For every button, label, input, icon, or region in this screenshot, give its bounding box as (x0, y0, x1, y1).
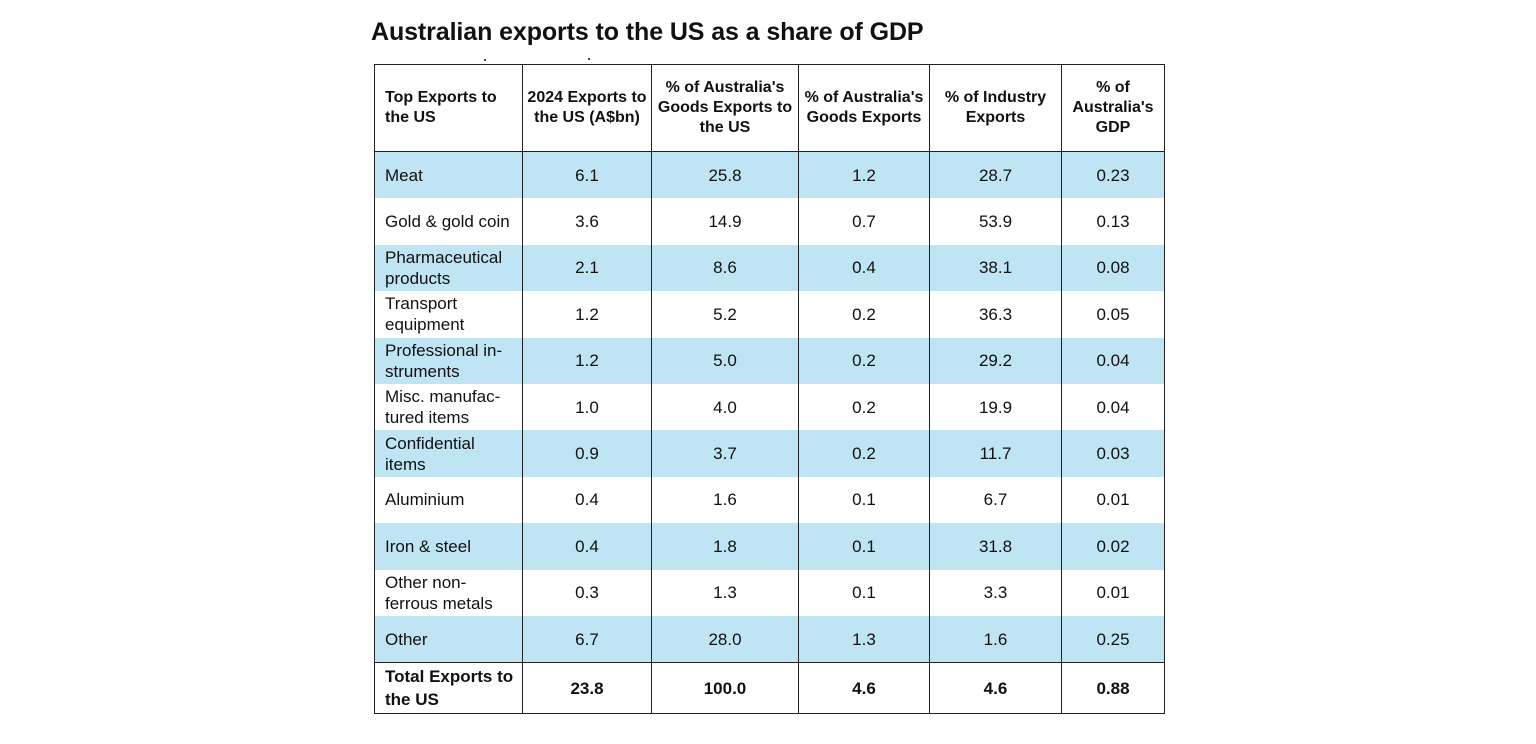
value-cell: 19.9 (929, 383, 1062, 431)
value-cell: 1.2 (522, 291, 652, 338)
table-row: Meat 6.1 25.8 1.2 28.7 0.23 (374, 151, 1165, 199)
value-cell: 0.4 (798, 244, 930, 292)
exports-table: Top Exports to the US 2024 Exports to th… (374, 64, 1165, 715)
header-cell: % of Industry Exports (929, 64, 1062, 152)
value-cell: 1.6 (651, 476, 799, 524)
value-cell: 0.7 (798, 198, 930, 245)
value-cell: 0.01 (1061, 476, 1165, 524)
value-cell: 4.0 (651, 383, 799, 431)
header-cell: Top Exports to the US (374, 64, 523, 152)
total-cell: 4.6 (929, 662, 1062, 715)
row-label-cell: Meat (374, 151, 523, 199)
value-cell: 3.6 (522, 198, 652, 245)
value-cell: 8.6 (651, 244, 799, 292)
value-cell: 1.2 (522, 337, 652, 384)
value-cell: 3.3 (929, 569, 1062, 616)
value-cell: 53.9 (929, 198, 1062, 245)
total-cell: 100.0 (651, 662, 799, 715)
value-cell: 0.2 (798, 383, 930, 431)
total-cell: 23.8 (522, 662, 652, 715)
value-cell: 0.01 (1061, 569, 1165, 616)
value-cell: 6.7 (522, 615, 652, 663)
value-cell: 0.1 (798, 569, 930, 616)
row-label-cell: Misc. manufac-tured items (374, 383, 523, 431)
value-cell: 0.03 (1061, 430, 1165, 477)
value-cell: 0.23 (1061, 151, 1165, 199)
header-cell: % of Australia's Goods Exports (798, 64, 930, 152)
table-row: Pharmaceutical products 2.1 8.6 0.4 38.1 0.08 (374, 244, 1165, 292)
value-cell: 25.8 (651, 151, 799, 199)
value-cell: 0.3 (522, 569, 652, 616)
total-row: Total Exports to the US 23.8 100.0 4.6 4… (374, 662, 1165, 715)
value-cell: 0.9 (522, 430, 652, 477)
value-cell: 5.0 (651, 337, 799, 384)
value-cell: 28.0 (651, 615, 799, 663)
value-cell: 38.1 (929, 244, 1062, 292)
row-label-cell: Other non-ferrous metals (374, 569, 523, 616)
row-label-cell: Pharmaceutical products (374, 244, 523, 292)
value-cell: 1.3 (651, 569, 799, 616)
value-cell: 0.02 (1061, 523, 1165, 570)
value-cell: 2.1 (522, 244, 652, 292)
header-row: Top Exports to the US 2024 Exports to th… (374, 64, 1165, 152)
row-label-cell: Transport equipment (374, 291, 523, 338)
table-row: Gold & gold coin 3.6 14.9 0.7 53.9 0.13 (374, 198, 1165, 245)
table-row: Other non-ferrous metals 0.3 1.3 0.1 3.3 0.01 (374, 569, 1165, 616)
value-cell: 0.1 (798, 523, 930, 570)
value-cell: 0.04 (1061, 337, 1165, 384)
value-cell: 0.2 (798, 430, 930, 477)
value-cell: 28.7 (929, 151, 1062, 199)
total-cell: 0.88 (1061, 662, 1165, 715)
value-cell: 5.2 (651, 291, 799, 338)
table-row: Transport equipment 1.2 5.2 0.2 36.3 0.05 (374, 291, 1165, 338)
value-cell: 1.8 (651, 523, 799, 570)
table-row: Aluminium 0.4 1.6 0.1 6.7 0.01 (374, 476, 1165, 524)
value-cell: 29.2 (929, 337, 1062, 384)
table-row: Confidential items 0.9 3.7 0.2 11.7 0.03 (374, 430, 1165, 477)
value-cell: 1.3 (798, 615, 930, 663)
row-label-cell: Confidential items (374, 430, 523, 477)
value-cell: 0.08 (1061, 244, 1165, 292)
total-cell: Total Exports to the US (374, 662, 523, 715)
value-cell: 0.05 (1061, 291, 1165, 338)
stray-marks (484, 58, 594, 62)
value-cell: 0.2 (798, 337, 930, 384)
value-cell: 0.04 (1061, 383, 1165, 431)
table-row: Iron & steel 0.4 1.8 0.1 31.8 0.02 (374, 523, 1165, 570)
row-label-cell: Aluminium (374, 476, 523, 524)
value-cell: 1.6 (929, 615, 1062, 663)
row-label-cell: Gold & gold coin (374, 198, 523, 245)
value-cell: 36.3 (929, 291, 1062, 338)
total-cell: 4.6 (798, 662, 930, 715)
value-cell: 11.7 (929, 430, 1062, 477)
value-cell: 0.4 (522, 523, 652, 570)
value-cell: 0.1 (798, 476, 930, 524)
value-cell: 0.13 (1061, 198, 1165, 245)
value-cell: 6.7 (929, 476, 1062, 524)
value-cell: 0.25 (1061, 615, 1165, 663)
header-cell: % of Australia's GDP (1061, 64, 1165, 152)
header-cell: 2024 Exports to the US (A$bn) (522, 64, 652, 152)
value-cell: 14.9 (651, 198, 799, 245)
value-cell: 0.2 (798, 291, 930, 338)
row-label-cell: Other (374, 615, 523, 663)
value-cell: 0.4 (522, 476, 652, 524)
value-cell: 31.8 (929, 523, 1062, 570)
header-cell: % of Australia's Goods Exports to the US (651, 64, 799, 152)
value-cell: 3.7 (651, 430, 799, 477)
table-row: Misc. manufac-tured items 1.0 4.0 0.2 19.9 0.… (374, 383, 1165, 431)
value-cell: 1.0 (522, 383, 652, 431)
row-label-cell: Iron & steel (374, 523, 523, 570)
table-row: Professional in-struments 1.2 5.0 0.2 29.2 0.… (374, 337, 1165, 384)
value-cell: 6.1 (522, 151, 652, 199)
value-cell: 1.2 (798, 151, 930, 199)
table-row: Other 6.7 28.0 1.3 1.6 0.25 (374, 615, 1165, 663)
row-label-cell: Professional in-struments (374, 337, 523, 384)
page-title: Australian exports to the US as a share … (371, 18, 924, 46)
